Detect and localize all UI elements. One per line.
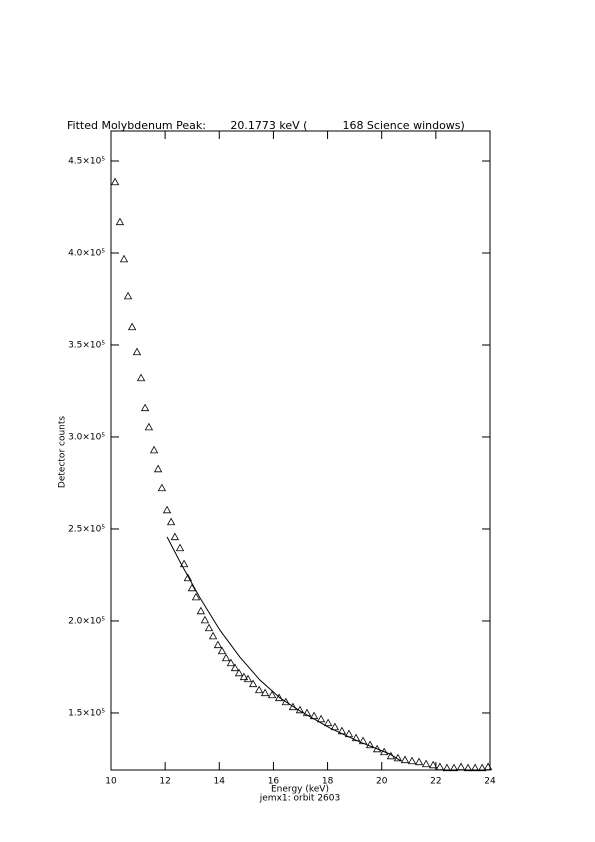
- y-tick-label: 3.5×10⁵: [68, 340, 105, 350]
- data-point: [179, 559, 189, 568]
- data-point: [456, 762, 466, 771]
- x-tick-label: 24: [484, 777, 496, 787]
- data-point: [267, 690, 277, 699]
- data-point: [217, 646, 227, 655]
- data-point: [260, 688, 270, 697]
- data-point: [144, 422, 154, 431]
- data-point: [149, 445, 159, 454]
- data-point: [248, 679, 258, 688]
- data-point: [470, 763, 480, 772]
- data-point: [414, 757, 424, 766]
- data-point: [243, 674, 253, 683]
- y-tick-label: 4.0×10⁵: [68, 248, 105, 258]
- x-tick-label: 18: [322, 777, 334, 787]
- data-point: [323, 718, 333, 727]
- x-tick-label: 12: [159, 777, 170, 787]
- data-point: [153, 464, 163, 473]
- data-point: [407, 756, 417, 765]
- data-point: [119, 254, 129, 263]
- data-point: [213, 640, 223, 649]
- x-axis-label: Energy (keV): [271, 785, 329, 795]
- data-point: [449, 763, 459, 772]
- data-point: [132, 347, 142, 356]
- data-point: [115, 217, 125, 226]
- data-point: [166, 517, 176, 526]
- data-point: [435, 762, 445, 771]
- x-tick-label: 16: [268, 777, 280, 787]
- data-point: [136, 373, 146, 382]
- data-point: [183, 573, 193, 582]
- data-point: [196, 606, 206, 615]
- data-point: [170, 532, 180, 541]
- chart-title: Fitted Molybdenum Peak: 20.1773 keV ( 16…: [67, 119, 465, 132]
- data-point: [483, 762, 493, 771]
- data-point: [428, 760, 438, 769]
- data-point: [200, 615, 210, 624]
- data-point: [281, 697, 291, 706]
- data-point: [162, 505, 172, 514]
- y-tick-label: 2.5×10⁵: [68, 524, 105, 534]
- y-tick-label: 3.0×10⁵: [68, 432, 105, 442]
- data-point: [254, 685, 264, 694]
- x-tick-label: 22: [430, 777, 441, 787]
- y-tick-label: 4.5×10⁵: [68, 156, 105, 166]
- data-point: [302, 708, 312, 717]
- data-point: [204, 623, 214, 632]
- data-point: [234, 668, 244, 677]
- x-tick-label: 10: [105, 777, 117, 787]
- data-point: [226, 658, 236, 667]
- data-point: [316, 714, 326, 723]
- data-point: [274, 693, 284, 702]
- x-tick-label: 20: [376, 777, 388, 787]
- y-tick-label: 1.5×10⁵: [68, 708, 105, 718]
- data-point: [477, 763, 487, 772]
- data-point: [330, 722, 340, 731]
- data-point: [140, 403, 150, 412]
- data-point: [365, 740, 375, 749]
- fit-line: [166, 536, 401, 762]
- data-point: [400, 755, 410, 764]
- data-point: [288, 702, 298, 711]
- data-point: [351, 733, 361, 742]
- x-tick-label: 14: [214, 777, 226, 787]
- data-point: [208, 631, 218, 640]
- data-point: [463, 763, 473, 772]
- data-point: [421, 759, 431, 768]
- data-point: [230, 663, 240, 672]
- data-point: [110, 177, 120, 186]
- data-point: [221, 653, 231, 662]
- data-point: [191, 592, 201, 601]
- y-axis-label: Detector counts: [58, 416, 68, 488]
- data-point: [379, 747, 389, 756]
- subtitle: jemx1: orbit 2603: [259, 794, 340, 804]
- data-point: [127, 322, 137, 331]
- data-point: [123, 291, 133, 300]
- data-point: [442, 763, 452, 772]
- plot-frame: [110, 130, 491, 771]
- data-point: [175, 543, 185, 552]
- data-point: [239, 672, 249, 681]
- data-point: [187, 583, 197, 592]
- data-point: [157, 483, 167, 492]
- y-tick-label: 2.0×10⁵: [68, 616, 105, 626]
